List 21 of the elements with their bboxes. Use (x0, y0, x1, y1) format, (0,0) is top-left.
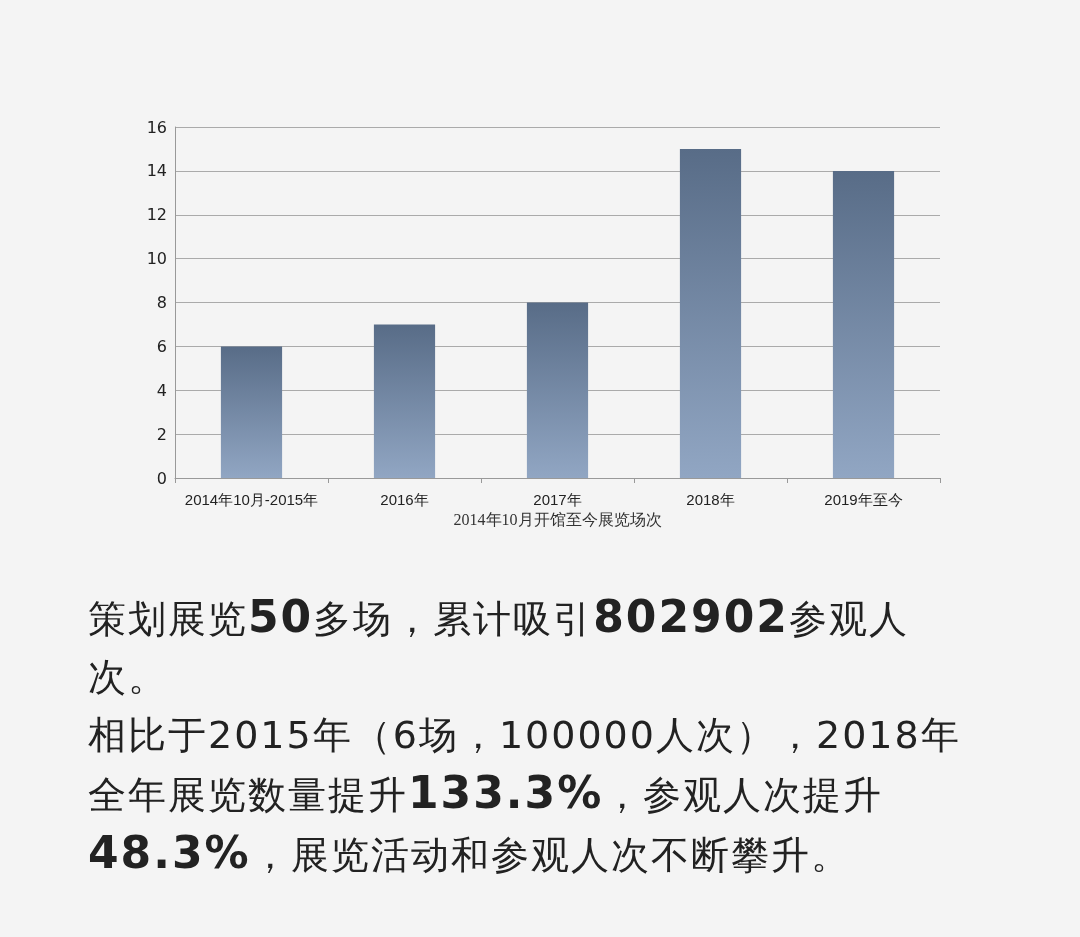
x-tick-label: 2014年10月-2015年 (184, 491, 319, 508)
bar (220, 346, 283, 478)
x-axis-title: 2014年10月开馆至今展览场次 (453, 511, 662, 529)
y-tick-label: 2 (156, 424, 167, 444)
y-tick-label: 8 (156, 293, 167, 312)
x-tick-label: 2018年 (686, 491, 735, 508)
y-tick-label: 10 (146, 249, 167, 269)
y-tick-label: 16 (146, 117, 167, 137)
bar (679, 148, 742, 478)
x-tick-label: 2017年 (533, 491, 582, 508)
x-tick-label: 2016年 (380, 491, 429, 508)
y-tick-label: 12 (146, 205, 167, 225)
bar (526, 302, 589, 478)
bar (373, 324, 436, 478)
bar (832, 170, 895, 478)
y-tick-label: 14 (146, 161, 167, 181)
x-tick-label: 2019年至今 (824, 491, 903, 508)
y-tick-label: 6 (156, 336, 167, 356)
text: 相比于2015年（6场，100000人次），2018年全年展览数量提升133.3%，参观人次提升48.3%，展览活动和参观人次不断攀升。 (88, 713, 961, 878)
y-tick-label: 0 (156, 468, 167, 488)
y-tick-label: 4 (156, 380, 167, 400)
